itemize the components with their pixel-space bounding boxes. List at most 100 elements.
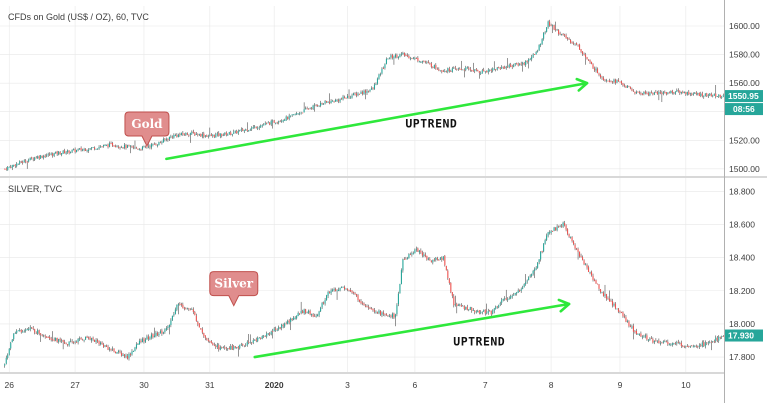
candle-up (134, 347, 136, 352)
candle-up (562, 222, 564, 227)
candle-up (248, 130, 250, 132)
candle-down (351, 290, 353, 293)
candle-down (367, 306, 370, 308)
candle-up (468, 309, 470, 311)
candle-down (288, 320, 290, 323)
x-tick-label: 9 (618, 380, 623, 390)
candle-up (317, 314, 319, 317)
candle-up (698, 345, 700, 347)
candle-up (91, 147, 93, 149)
candle-up (411, 253, 413, 255)
x-tick-label: 6 (413, 380, 418, 390)
candle-down (628, 86, 630, 88)
candle-down (665, 341, 667, 343)
candle-down (634, 331, 636, 333)
candle-up (692, 346, 694, 348)
candle-down (372, 87, 374, 89)
candle-up (421, 61, 423, 63)
candle-down (526, 60, 528, 62)
candle-down (59, 338, 61, 341)
candle-up (299, 113, 301, 115)
candle-down (358, 299, 361, 302)
candle-down (549, 21, 551, 26)
candle-up (538, 259, 540, 263)
candle-down (451, 292, 453, 296)
candle-down (574, 244, 576, 249)
y-tick-label: 1500.00 (729, 164, 760, 174)
candle-up (349, 97, 352, 99)
candle-down (110, 349, 112, 351)
candle-down (700, 345, 702, 347)
candle-up (526, 280, 528, 282)
candle-up (257, 127, 259, 129)
candle-up (165, 328, 167, 330)
candle-down (516, 63, 518, 65)
candle-up (715, 337, 717, 342)
candle-down (59, 152, 61, 155)
candle-down (88, 337, 90, 339)
candle-down (41, 334, 43, 336)
candle-up (99, 146, 102, 148)
candle-up (439, 70, 441, 72)
candle-down (92, 337, 94, 340)
candle-up (34, 157, 36, 160)
candle-up (249, 129, 251, 131)
candle-up (487, 310, 489, 314)
candle-up (296, 113, 298, 115)
candle-up (186, 308, 188, 310)
candle-down (478, 310, 480, 314)
candle-up (174, 309, 176, 314)
candle-up (517, 290, 519, 293)
candle-down (97, 339, 99, 342)
candle-down (215, 345, 217, 348)
candle-down (47, 337, 49, 338)
candle-up (19, 161, 21, 164)
candle-down (460, 304, 462, 307)
candle-down (592, 64, 594, 69)
candle-down (611, 81, 614, 83)
candle-up (282, 120, 284, 122)
candle-up (324, 300, 326, 304)
candle-down (52, 153, 54, 156)
candle-down (364, 305, 367, 307)
candle-down (604, 79, 606, 81)
candle-down (206, 338, 208, 340)
candle-up (195, 133, 197, 135)
candle-up (360, 92, 362, 94)
candle-up (531, 273, 533, 276)
candle-down (565, 35, 567, 39)
candle-up (288, 115, 290, 119)
candle-down (617, 308, 620, 312)
candle-down (517, 63, 519, 66)
candle-up (258, 127, 260, 129)
candle-up (278, 121, 280, 123)
candle-down (629, 326, 631, 328)
candle-down (611, 301, 614, 306)
candle-down (348, 289, 350, 291)
candle-up (53, 153, 55, 157)
candle-up (321, 302, 323, 308)
candle-up (547, 21, 549, 28)
candle-down (430, 260, 432, 263)
candle-down (35, 157, 37, 159)
candle-up (432, 259, 434, 263)
candle-down (200, 133, 202, 137)
candle-down (10, 166, 12, 168)
candle-up (483, 309, 485, 312)
candle-up (686, 91, 688, 95)
candle-up (40, 155, 42, 159)
candle-up (492, 68, 494, 71)
candle-up (373, 84, 376, 89)
candle-down (101, 342, 103, 345)
candle-down (564, 34, 566, 36)
candle-up (631, 326, 633, 328)
candle-down (620, 81, 623, 84)
candle-down (363, 303, 365, 306)
candle-up (97, 148, 99, 150)
candle-up (62, 150, 64, 154)
candle-down (427, 61, 429, 63)
candle-down (421, 252, 423, 256)
candle-up (95, 340, 97, 343)
candle-down (34, 329, 36, 333)
candle-up (278, 327, 280, 330)
